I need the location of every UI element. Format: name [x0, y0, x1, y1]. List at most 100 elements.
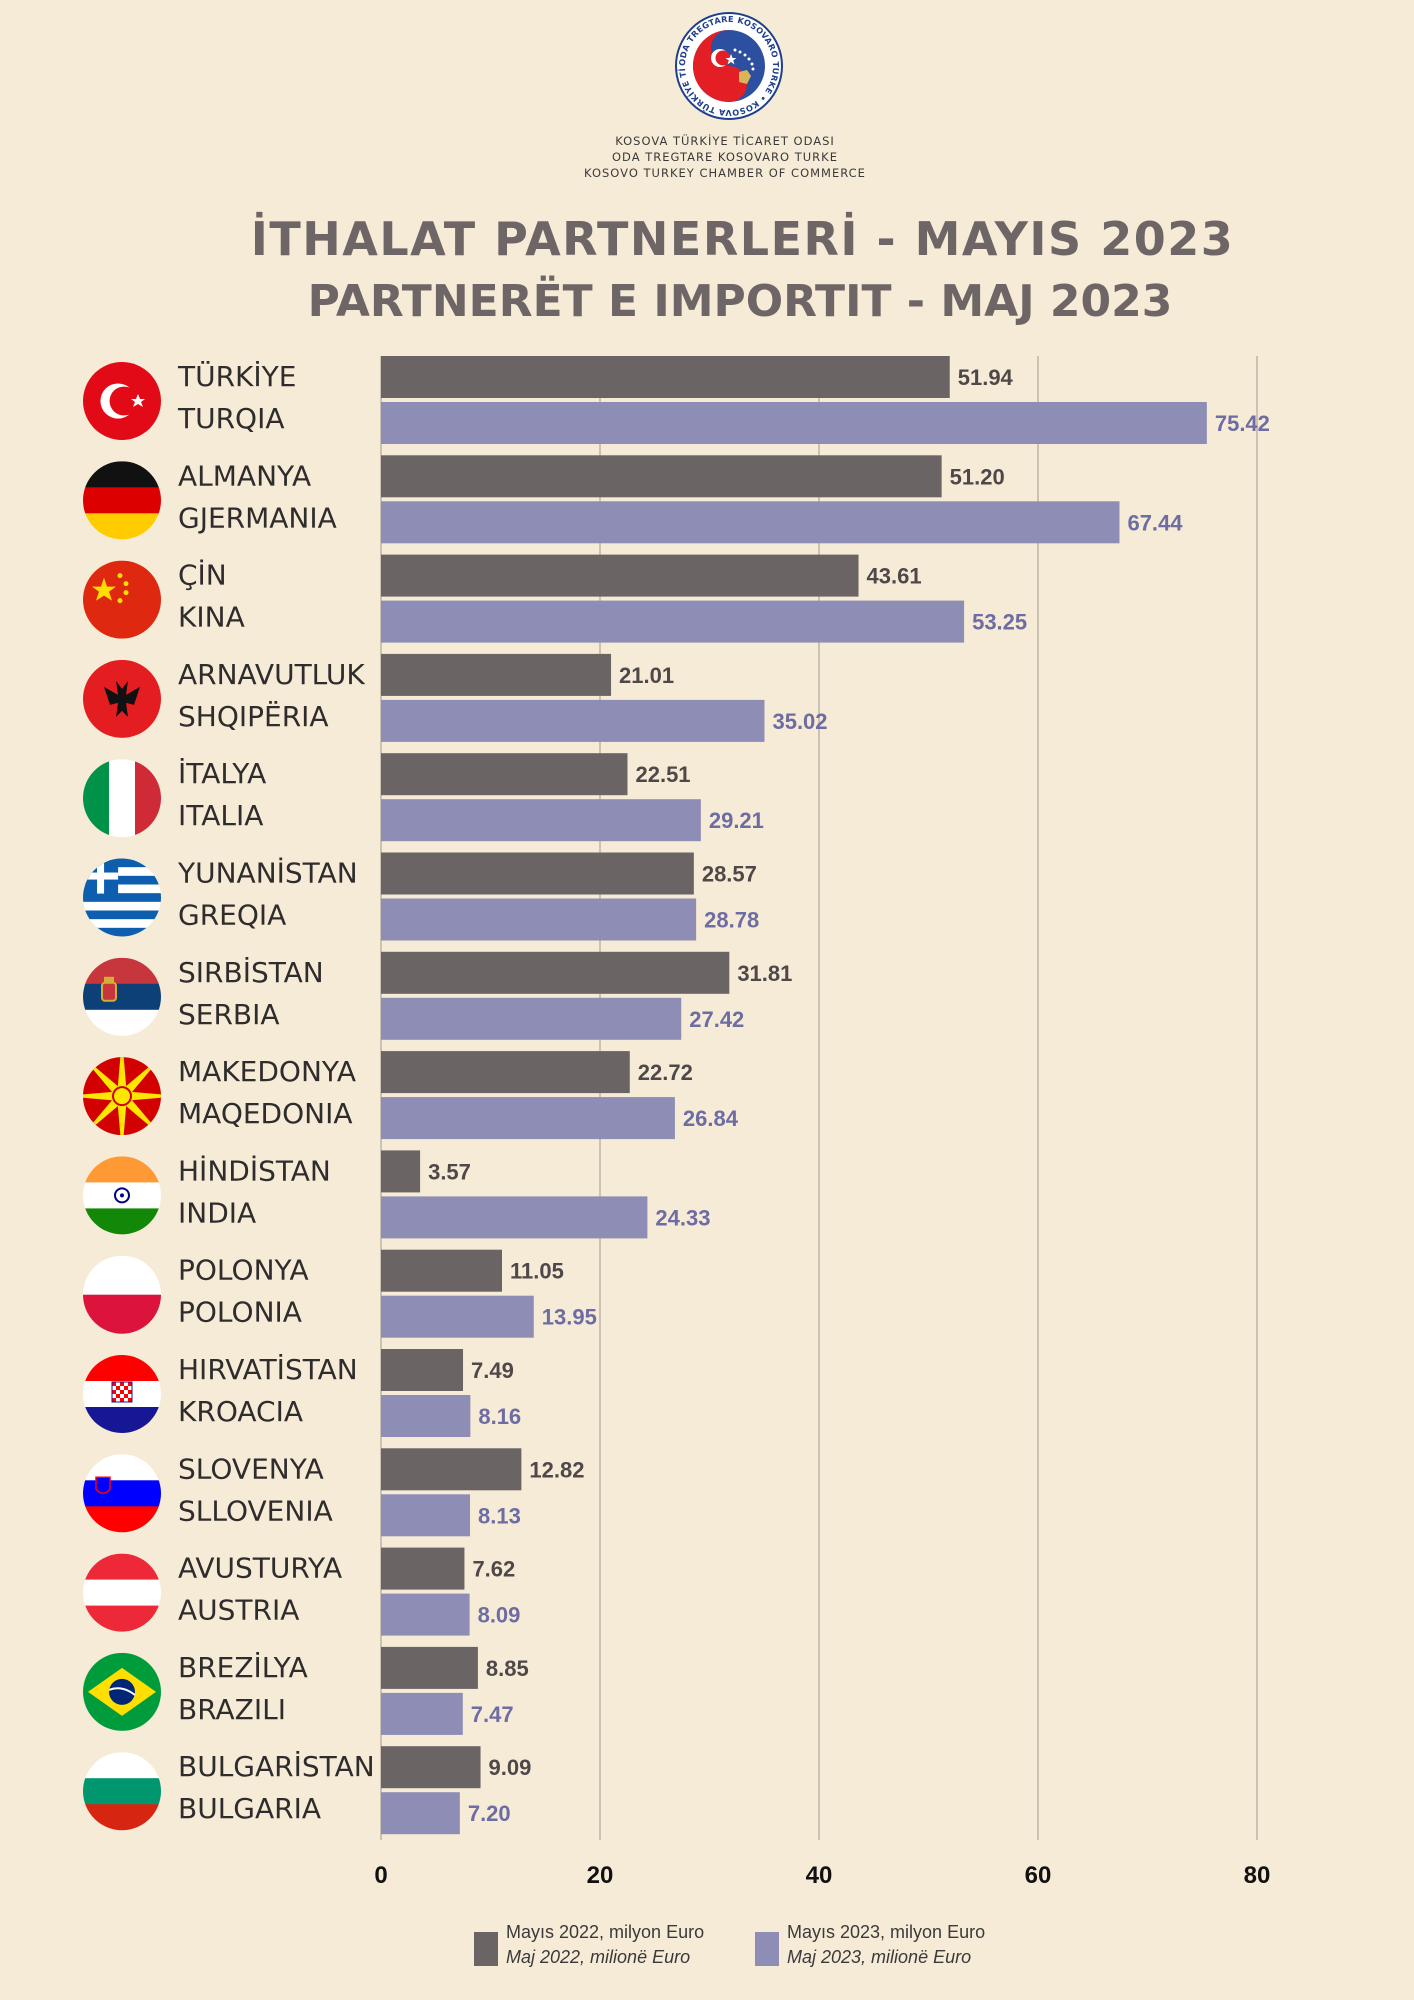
greece-flag — [83, 858, 161, 937]
bar-2023 — [381, 600, 965, 643]
bar-2022 — [381, 554, 859, 597]
bar-2023 — [381, 1494, 471, 1537]
org-name-sq: ODA TREGTARE KOSOVARO TURKE — [612, 150, 838, 164]
data-label-2022: 21.01 — [619, 663, 674, 688]
category-label-sq: GJERMANIA — [178, 501, 337, 534]
bar-2023 — [381, 898, 697, 941]
italy-flag — [83, 759, 161, 838]
data-label-2023: 24.33 — [655, 1205, 710, 1230]
bar-2022 — [381, 1249, 502, 1292]
category-label-tr: SIRBİSTAN — [178, 956, 324, 989]
x-tick-label: 80 — [1244, 1862, 1271, 1889]
data-label-2023: 27.42 — [689, 1007, 744, 1032]
north-macedonia-flag — [83, 1057, 161, 1136]
croatia-flag — [83, 1355, 161, 1433]
category-label-sq: BRAZILI — [178, 1693, 286, 1726]
data-label-2022: 12.82 — [529, 1457, 584, 1482]
china-flag — [83, 560, 161, 639]
bar-2023 — [381, 1593, 470, 1636]
data-label-2022: 8.85 — [486, 1656, 529, 1681]
category-label-sq: AUSTRIA — [178, 1594, 299, 1627]
org-name-en: KOSOVO TURKEY CHAMBER OF COMMERCE — [584, 166, 866, 180]
bar-2022 — [381, 1349, 464, 1391]
bulgaria-flag — [83, 1752, 161, 1831]
category-label-sq: POLONIA — [178, 1296, 302, 1329]
bar-2022 — [381, 1150, 421, 1193]
data-label-2022: 43.61 — [867, 564, 922, 589]
bar-2022 — [381, 1746, 481, 1789]
data-label-2023: 8.09 — [478, 1603, 521, 1628]
category-label-tr: ALMANYA — [178, 459, 311, 492]
category-label-tr: TÜRKİYE — [177, 359, 296, 393]
legend-swatch-2022 — [474, 1932, 498, 1966]
category-label-tr: ÇİN — [178, 559, 227, 592]
category-label-sq: SERBIA — [178, 998, 280, 1031]
bar-2023 — [381, 1395, 471, 1437]
legend-label-2023-tr: Mayıs 2023, milyon Euro — [787, 1922, 986, 1942]
bar-2023 — [381, 699, 765, 742]
bar-2023 — [381, 1295, 534, 1338]
data-label-2022: 3.57 — [428, 1159, 471, 1184]
bar-2023 — [381, 1097, 675, 1140]
data-label-2022: 11.05 — [510, 1259, 564, 1284]
turkey-flag — [83, 362, 161, 440]
data-label-2022: 22.72 — [638, 1060, 693, 1085]
data-label-2022: 7.62 — [472, 1557, 515, 1582]
category-label-tr: HIRVATİSTAN — [178, 1353, 358, 1386]
category-label-sq: ITALIA — [178, 799, 263, 832]
x-tick-label: 60 — [1025, 1862, 1052, 1889]
data-label-2023: 7.47 — [471, 1702, 514, 1727]
bar-2023 — [381, 402, 1207, 444]
data-label-2022: 51.94 — [958, 365, 1014, 390]
bar-2023 — [381, 501, 1120, 544]
category-label-sq: KINA — [178, 601, 245, 634]
data-label-2023: 13.95 — [542, 1305, 597, 1330]
legend-label-2022: Mayıs 2022, milyon Euro Maj 2022, milion… — [506, 1920, 704, 1970]
category-label-sq: SHQIPËRIA — [178, 700, 329, 733]
category-label-sq: INDIA — [178, 1196, 256, 1229]
data-label-2023: 29.21 — [709, 808, 764, 833]
india-flag — [83, 1156, 161, 1235]
data-label-2022: 31.81 — [737, 961, 792, 986]
chart-title: İTHALAT PARTNERLERİ - MAYIS 2023 — [250, 212, 1235, 266]
bar-2023 — [381, 1692, 463, 1735]
data-label-2022: 22.51 — [635, 762, 690, 787]
bar-2022 — [381, 852, 694, 895]
org-name-tr: KOSOVA TÜRKİYE TİCARET ODASI — [615, 134, 835, 148]
brazil-flag — [83, 1652, 161, 1731]
data-label-2023: 8.13 — [478, 1503, 521, 1528]
bar-2022 — [381, 653, 612, 696]
bar-2022 — [381, 951, 730, 994]
albania-flag — [83, 659, 161, 738]
legend-label-2022-sq: Maj 2022, milionë Euro — [506, 1947, 691, 1967]
category-label-tr: AVUSTURYA — [178, 1552, 342, 1585]
chart-subtitle: PARTNERËT E IMPORTIT - MAJ 2023 — [307, 276, 1173, 327]
category-label-tr: POLONYA — [178, 1254, 309, 1287]
data-label-2023: 26.84 — [683, 1106, 739, 1131]
chamber-logo: ODA TREGTARE KOSOVARO TURKE • KOSOVA TÜR… — [673, 10, 783, 120]
legend-label-2022-tr: Mayıs 2022, milyon Euro — [506, 1922, 705, 1942]
data-label-2023: 53.25 — [972, 610, 1027, 635]
legend-label-2023: Mayıs 2023, milyon Euro Maj 2023, milion… — [787, 1920, 985, 1970]
data-label-2022: 7.49 — [471, 1358, 514, 1383]
austria-flag — [83, 1553, 161, 1632]
category-label-tr: ARNAVUTLUK — [178, 658, 365, 691]
x-tick-label: 40 — [806, 1862, 833, 1889]
category-label-tr: MAKEDONYA — [178, 1055, 356, 1088]
bar-2022 — [381, 753, 628, 796]
data-label-2022: 51.20 — [950, 464, 1005, 489]
category-label-sq: TURQIA — [177, 402, 285, 435]
x-tick-label: 20 — [587, 1862, 614, 1889]
data-label-2022: 9.09 — [489, 1755, 532, 1780]
bar-2023 — [381, 997, 682, 1040]
data-label-2023: 35.02 — [772, 709, 827, 734]
category-label-tr: YUNANİSTAN — [177, 857, 358, 890]
category-label-tr: BREZİLYA — [178, 1651, 308, 1684]
data-label-2023: 28.78 — [704, 908, 759, 933]
data-label-2023: 67.44 — [1127, 510, 1183, 535]
category-label-tr: İTALYA — [178, 757, 266, 790]
category-label-tr: HİNDİSTAN — [178, 1154, 331, 1187]
category-label-sq: BULGARIA — [178, 1792, 321, 1825]
category-label-sq: SLLOVENIA — [178, 1494, 333, 1527]
